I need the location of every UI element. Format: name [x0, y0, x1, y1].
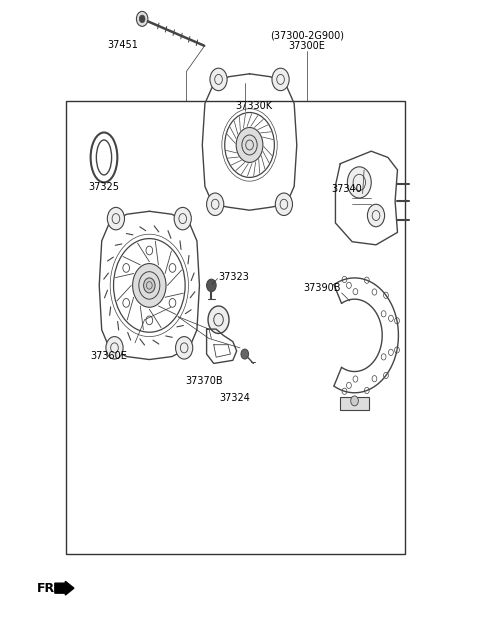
- Circle shape: [351, 396, 359, 406]
- Text: 37300E: 37300E: [288, 41, 325, 51]
- Circle shape: [276, 193, 292, 216]
- Circle shape: [241, 349, 249, 359]
- Circle shape: [206, 193, 224, 216]
- Circle shape: [108, 208, 124, 230]
- Text: 37360E: 37360E: [90, 351, 127, 361]
- Text: 37390B: 37390B: [304, 283, 341, 293]
- Text: (37300-2G900): (37300-2G900): [270, 31, 344, 41]
- Circle shape: [210, 68, 227, 91]
- Circle shape: [272, 68, 289, 91]
- Circle shape: [348, 167, 371, 198]
- Bar: [66, 102, 405, 554]
- Text: 37323: 37323: [218, 272, 250, 282]
- Text: 37451: 37451: [108, 40, 139, 50]
- Text: 37370B: 37370B: [185, 376, 223, 386]
- Text: 37330K: 37330K: [235, 100, 272, 110]
- Text: 37325: 37325: [88, 182, 120, 192]
- Bar: [340, 396, 369, 410]
- Circle shape: [176, 337, 193, 359]
- FancyArrow shape: [55, 581, 74, 595]
- Circle shape: [106, 337, 123, 359]
- Circle shape: [139, 15, 145, 23]
- Text: 37340: 37340: [331, 184, 362, 194]
- Circle shape: [174, 208, 192, 230]
- Circle shape: [206, 279, 216, 292]
- Circle shape: [367, 204, 384, 227]
- Circle shape: [136, 11, 148, 26]
- Text: FR.: FR.: [37, 582, 60, 594]
- Circle shape: [144, 278, 155, 293]
- Circle shape: [208, 306, 229, 334]
- Text: 37324: 37324: [219, 393, 250, 403]
- Circle shape: [132, 263, 166, 307]
- Circle shape: [236, 127, 263, 162]
